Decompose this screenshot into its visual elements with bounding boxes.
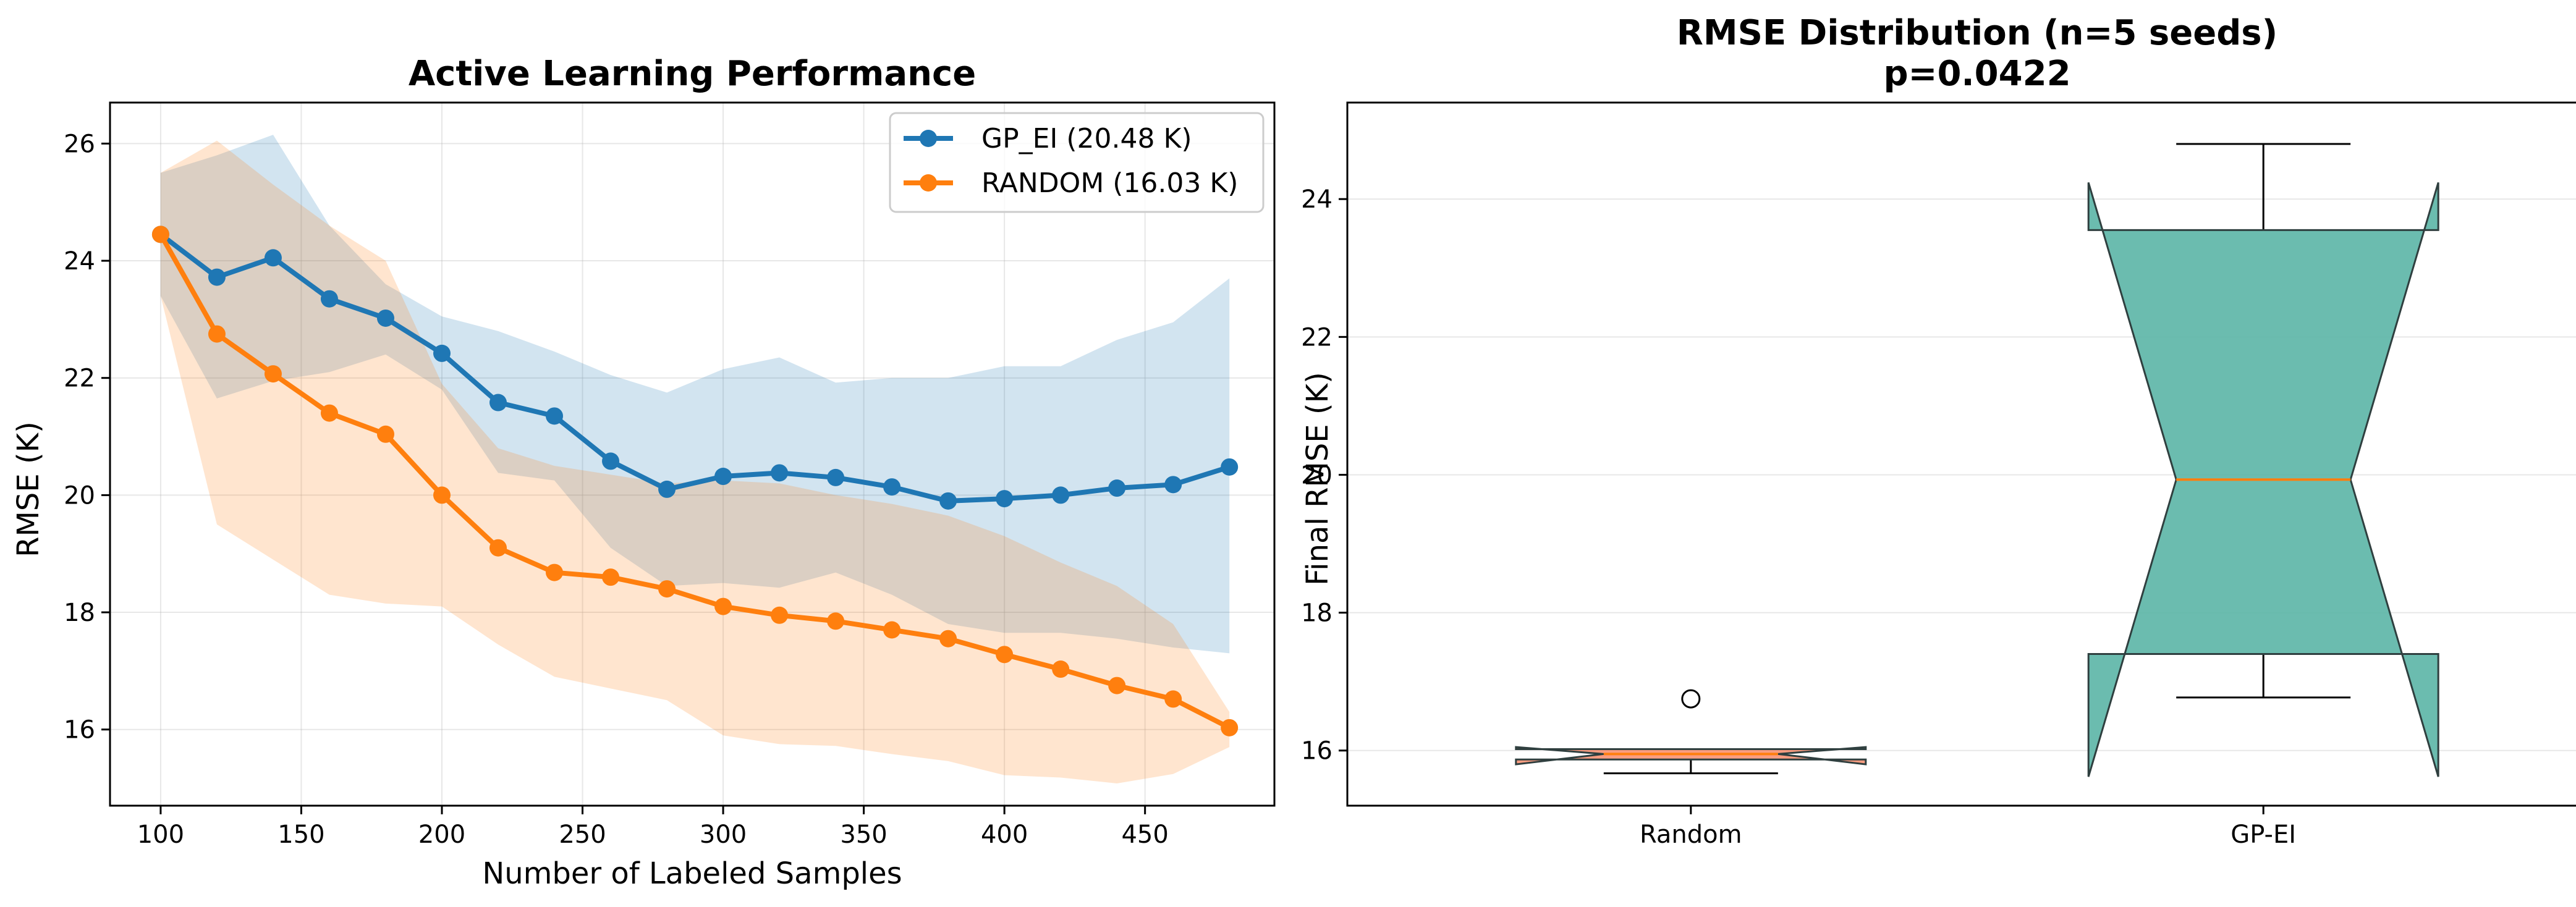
point-random: [546, 563, 564, 581]
point-random: [996, 646, 1014, 664]
x-tick-label: 200: [418, 821, 465, 849]
point-random: [489, 539, 507, 557]
point-gp-ei: [489, 394, 507, 411]
point-gp-ei: [208, 268, 226, 286]
box-chart-ticks: 16 18 20 22 24 Random GP-EI: [1301, 185, 2296, 849]
point-gp-ei: [264, 249, 282, 267]
line-chart-panel: Active Learning Performance Number of La…: [11, 54, 1276, 891]
point-gp-ei: [1052, 486, 1070, 504]
line-chart-axes-frame: [109, 101, 1276, 807]
point-gp-ei: [939, 492, 957, 510]
legend-box: [889, 112, 1265, 213]
legend-marker-random: [920, 174, 937, 192]
point-gp-ei: [1108, 479, 1126, 497]
outlier-random: [1681, 689, 1701, 709]
y-tick-label: 26: [64, 130, 95, 158]
point-gp-ei: [996, 490, 1014, 508]
line-chart-legend: GP_EI (20.48 K) RANDOM (16.03 K): [889, 112, 1265, 213]
point-random: [264, 365, 282, 383]
y-tick-label: 16: [1301, 737, 1332, 766]
y-tick-label: 18: [64, 599, 95, 627]
x-tick-label-gp-ei: GP-EI: [2231, 821, 2296, 849]
point-random: [376, 425, 394, 443]
line-chart-title: Active Learning Performance: [409, 54, 976, 94]
point-random: [771, 606, 789, 624]
x-tick-label: 450: [1121, 821, 1168, 849]
box-random: [1515, 746, 1867, 766]
point-random: [939, 630, 957, 648]
point-gp-ei: [714, 468, 732, 486]
box-chart-boxes: [1515, 143, 2439, 777]
y-tick-label: 20: [64, 481, 95, 510]
point-random: [208, 325, 226, 343]
box-chart-ylabel: Final RMSE (K): [1300, 372, 1335, 586]
y-tick-label: 22: [64, 365, 95, 393]
point-gp-ei: [883, 478, 901, 496]
line-chart-bands: [160, 135, 1230, 783]
box-chart-subtitle: p=0.0422: [1883, 54, 2070, 94]
point-random: [433, 486, 451, 504]
point-gp-ei: [771, 464, 789, 482]
point-random: [1221, 719, 1239, 736]
y-tick-label: 22: [1301, 323, 1332, 352]
legend-label-gp-ei: GP_EI (20.48 K): [981, 123, 1192, 154]
y-tick-label: 16: [64, 716, 95, 745]
legend-marker-gp-ei: [920, 130, 937, 147]
point-gp-ei: [433, 344, 451, 362]
point-gp-ei: [546, 407, 564, 425]
point-random: [658, 580, 676, 598]
point-random: [151, 226, 169, 243]
series-line-random: [158, 233, 1231, 730]
point-random: [883, 621, 901, 639]
point-gp-ei: [376, 309, 394, 327]
x-tick-label: 400: [981, 821, 1028, 849]
box-chart-axes-frame: [1346, 101, 2576, 807]
line-chart-ticks: 100 150 200 250 300 350 400 450 16 18 20 22 24 26: [64, 130, 1169, 849]
series-line-gp-ei: [159, 232, 1231, 504]
point-gp-ei: [1164, 476, 1182, 494]
x-tick-label: 300: [700, 821, 747, 849]
line-chart-xlabel: Number of Labeled Samples: [482, 856, 902, 891]
point-gp-ei: [320, 290, 338, 308]
point-random: [320, 404, 338, 422]
box-chart-grid: [1347, 198, 2576, 751]
point-gp-ei: [602, 452, 620, 470]
y-tick-label: 24: [1301, 185, 1332, 214]
y-tick-label: 24: [64, 247, 95, 276]
point-gp-ei: [658, 480, 676, 498]
point-gp-ei: [1221, 458, 1239, 476]
point-random: [1164, 690, 1182, 708]
line-chart-series: [151, 226, 1239, 736]
legend-label-random: RANDOM (16.03 K): [981, 167, 1238, 199]
point-random: [827, 612, 845, 630]
x-tick-label-random: Random: [1640, 821, 1742, 849]
point-random: [602, 568, 620, 586]
point-gp-ei: [827, 468, 845, 486]
band-random: [160, 140, 1230, 783]
x-tick-label: 150: [278, 821, 324, 849]
point-random: [1108, 677, 1126, 694]
band-gp-ei: [160, 135, 1230, 654]
point-random: [1052, 660, 1070, 678]
x-tick-label: 250: [559, 821, 606, 849]
y-tick-label: 18: [1301, 599, 1332, 628]
x-tick-label: 350: [840, 821, 887, 849]
box-chart-title: RMSE Distribution (n=5 seeds): [1677, 13, 2277, 53]
box-chart-panel: RMSE Distribution (n=5 seeds) p=0.0422 F…: [1300, 13, 2576, 849]
line-chart-ylabel: RMSE (K): [11, 421, 46, 557]
y-tick-label: 20: [1301, 461, 1332, 489]
point-random: [714, 597, 732, 615]
x-tick-label: 100: [137, 821, 184, 849]
